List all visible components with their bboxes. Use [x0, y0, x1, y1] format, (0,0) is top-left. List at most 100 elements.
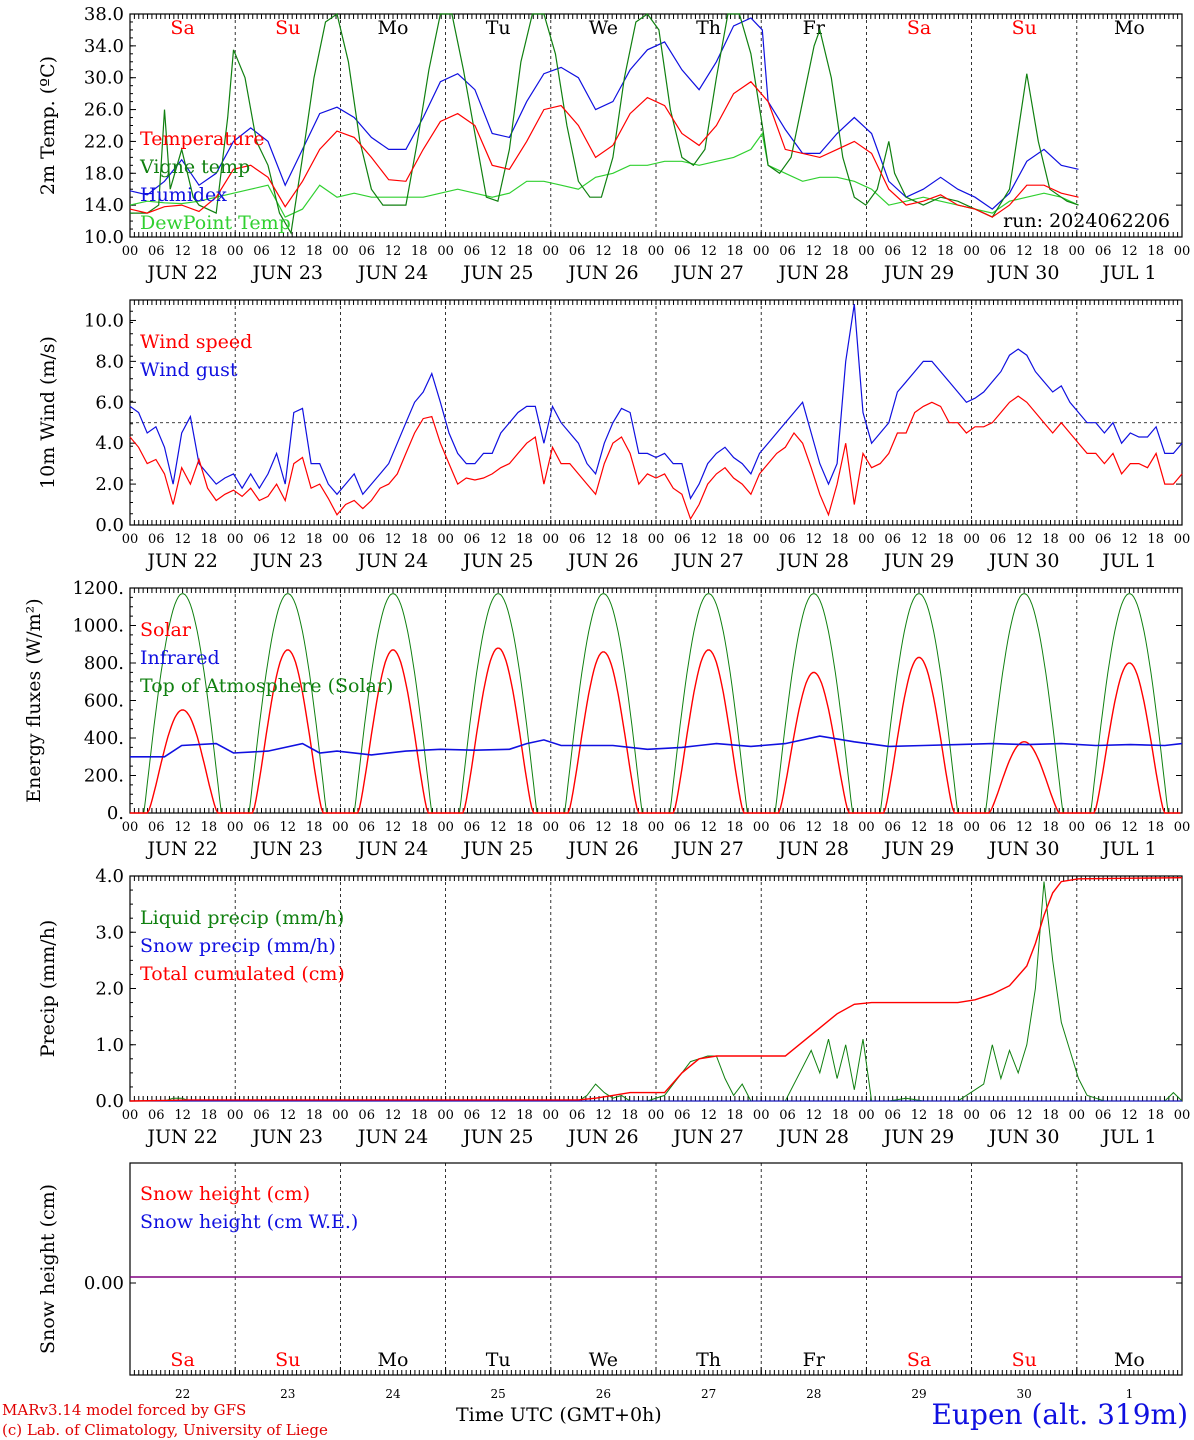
date-label: JUN 23 — [251, 1126, 323, 1148]
hour-tick-label: 06 — [464, 1108, 481, 1123]
hour-tick-label: 00 — [1069, 532, 1086, 547]
day-name: Su — [275, 17, 300, 39]
hour-tick-label: 12 — [806, 1108, 823, 1123]
hour-tick-label: 18 — [516, 532, 533, 547]
legend-entry: Liquid precip (mm/h) — [140, 907, 344, 929]
hour-tick-label: 00 — [963, 820, 980, 835]
hour-tick-label: 12 — [700, 1108, 717, 1123]
hour-tick-label: 12 — [911, 244, 928, 259]
hour-tick-label: 00 — [122, 1108, 139, 1123]
hour-tick-label: 00 — [648, 532, 665, 547]
date-label: JUN 30 — [987, 1126, 1059, 1148]
legend-entry: Snow precip (mm/h) — [140, 935, 336, 957]
date-label: JUN 28 — [777, 1126, 849, 1148]
series-line-temperature — [129, 80, 1079, 218]
hour-tick-label: 06 — [674, 532, 691, 547]
hour-tick-label: 06 — [990, 532, 1007, 547]
y-tick-label: 1200. — [72, 578, 124, 599]
plot-frame — [129, 587, 1183, 814]
legend-entry: Wind speed — [140, 331, 252, 353]
date-label: JUN 27 — [671, 838, 743, 860]
hour-tick-label: 00 — [648, 820, 665, 835]
hour-tick-label: 18 — [306, 1108, 323, 1123]
hour-tick-label: 00 — [858, 820, 875, 835]
day-name: Sa — [907, 1349, 931, 1371]
legend-entry: Top of Atmosphere (Solar) — [140, 675, 393, 697]
hour-tick-label: 12 — [700, 532, 717, 547]
hour-tick-label: 00 — [963, 244, 980, 259]
series-line-liquid — [130, 881, 1183, 1102]
hour-tick-label: 06 — [884, 820, 901, 835]
hour-tick-label: 12 — [595, 1108, 612, 1123]
y-tick-label: 30.0 — [84, 68, 124, 89]
day-name: Fr — [803, 1349, 826, 1371]
hour-tick-label: 12 — [280, 532, 297, 547]
hour-tick-label: 18 — [201, 1108, 218, 1123]
hour-tick-label: 12 — [385, 244, 402, 259]
day-name: We — [589, 17, 618, 39]
y-axis-label: 2m Temp. (ºC) — [37, 56, 59, 195]
hour-tick-label: 18 — [1042, 1108, 1059, 1123]
hour-tick-label: 00 — [1174, 532, 1191, 547]
y-tick-label: 14.0 — [84, 195, 124, 216]
hour-tick-label: 18 — [306, 532, 323, 547]
hour-tick-label: 06 — [674, 1108, 691, 1123]
y-tick-label: 10.0 — [84, 310, 124, 331]
y-tick-label: 1000. — [72, 616, 124, 637]
hour-tick-label: 00 — [963, 532, 980, 547]
hour-tick-label: 18 — [201, 820, 218, 835]
y-tick-label: 400. — [84, 728, 124, 749]
hour-tick-label: 12 — [911, 1108, 928, 1123]
legend-entry: Solar — [140, 619, 192, 641]
hour-tick-label: 12 — [595, 820, 612, 835]
hour-tick-label: 12 — [806, 244, 823, 259]
hour-tick-label: 00 — [648, 1108, 665, 1123]
day-number: 28 — [806, 1387, 821, 1401]
y-axis-label: 10m Wind (m/s) — [37, 336, 59, 489]
hour-tick-label: 12 — [1016, 532, 1033, 547]
hour-tick-label: 06 — [569, 532, 586, 547]
date-label: JUN 30 — [987, 838, 1059, 860]
hour-tick-label: 00 — [122, 532, 139, 547]
hour-tick-label: 06 — [569, 244, 586, 259]
hour-tick-label: 12 — [1016, 1108, 1033, 1123]
legend-entry: Humidex — [140, 184, 227, 206]
hour-tick-label: 06 — [779, 820, 796, 835]
day-number: 22 — [175, 1387, 190, 1401]
date-label: JUN 24 — [356, 550, 428, 572]
hour-tick-label: 12 — [806, 532, 823, 547]
hour-tick-label: 18 — [937, 244, 954, 259]
hour-tick-label: 18 — [832, 820, 849, 835]
station-label: Eupen (alt. 319m) — [931, 1398, 1188, 1431]
hour-tick-label: 06 — [148, 1108, 165, 1123]
hour-tick-label: 18 — [306, 244, 323, 259]
y-tick-label: 26.0 — [84, 100, 124, 121]
day-number: 30 — [1017, 1387, 1032, 1401]
day-name: Mo — [378, 1349, 409, 1371]
hour-tick-label: 06 — [358, 820, 375, 835]
date-label: JUN 27 — [671, 550, 743, 572]
y-axis-label: Precip (mm/h) — [37, 920, 59, 1058]
copyright-line: (c) Lab. of Climatology, University of L… — [2, 1421, 328, 1439]
hour-tick-label: 12 — [174, 532, 191, 547]
hour-tick-label: 18 — [411, 532, 428, 547]
hour-tick-label: 12 — [490, 244, 507, 259]
hour-tick-label: 06 — [148, 244, 165, 259]
hour-tick-label: 18 — [1042, 532, 1059, 547]
day-name: Sa — [170, 1349, 194, 1371]
date-label: JUN 22 — [145, 550, 217, 572]
hour-tick-label: 06 — [253, 820, 270, 835]
hour-tick-label: 18 — [727, 244, 744, 259]
hour-tick-label: 18 — [832, 244, 849, 259]
y-axis-label: Energy fluxes (W/m²) — [23, 598, 45, 802]
date-label: JUN 26 — [566, 262, 638, 284]
hour-tick-label: 18 — [937, 1108, 954, 1123]
hour-tick-label: 06 — [884, 244, 901, 259]
hour-tick-label: 12 — [385, 820, 402, 835]
date-label: JUN 23 — [251, 838, 323, 860]
y-tick-label: 2.0 — [95, 474, 124, 495]
hour-tick-label: 00 — [858, 532, 875, 547]
day-name: We — [589, 1349, 618, 1371]
hour-tick-label: 18 — [516, 244, 533, 259]
